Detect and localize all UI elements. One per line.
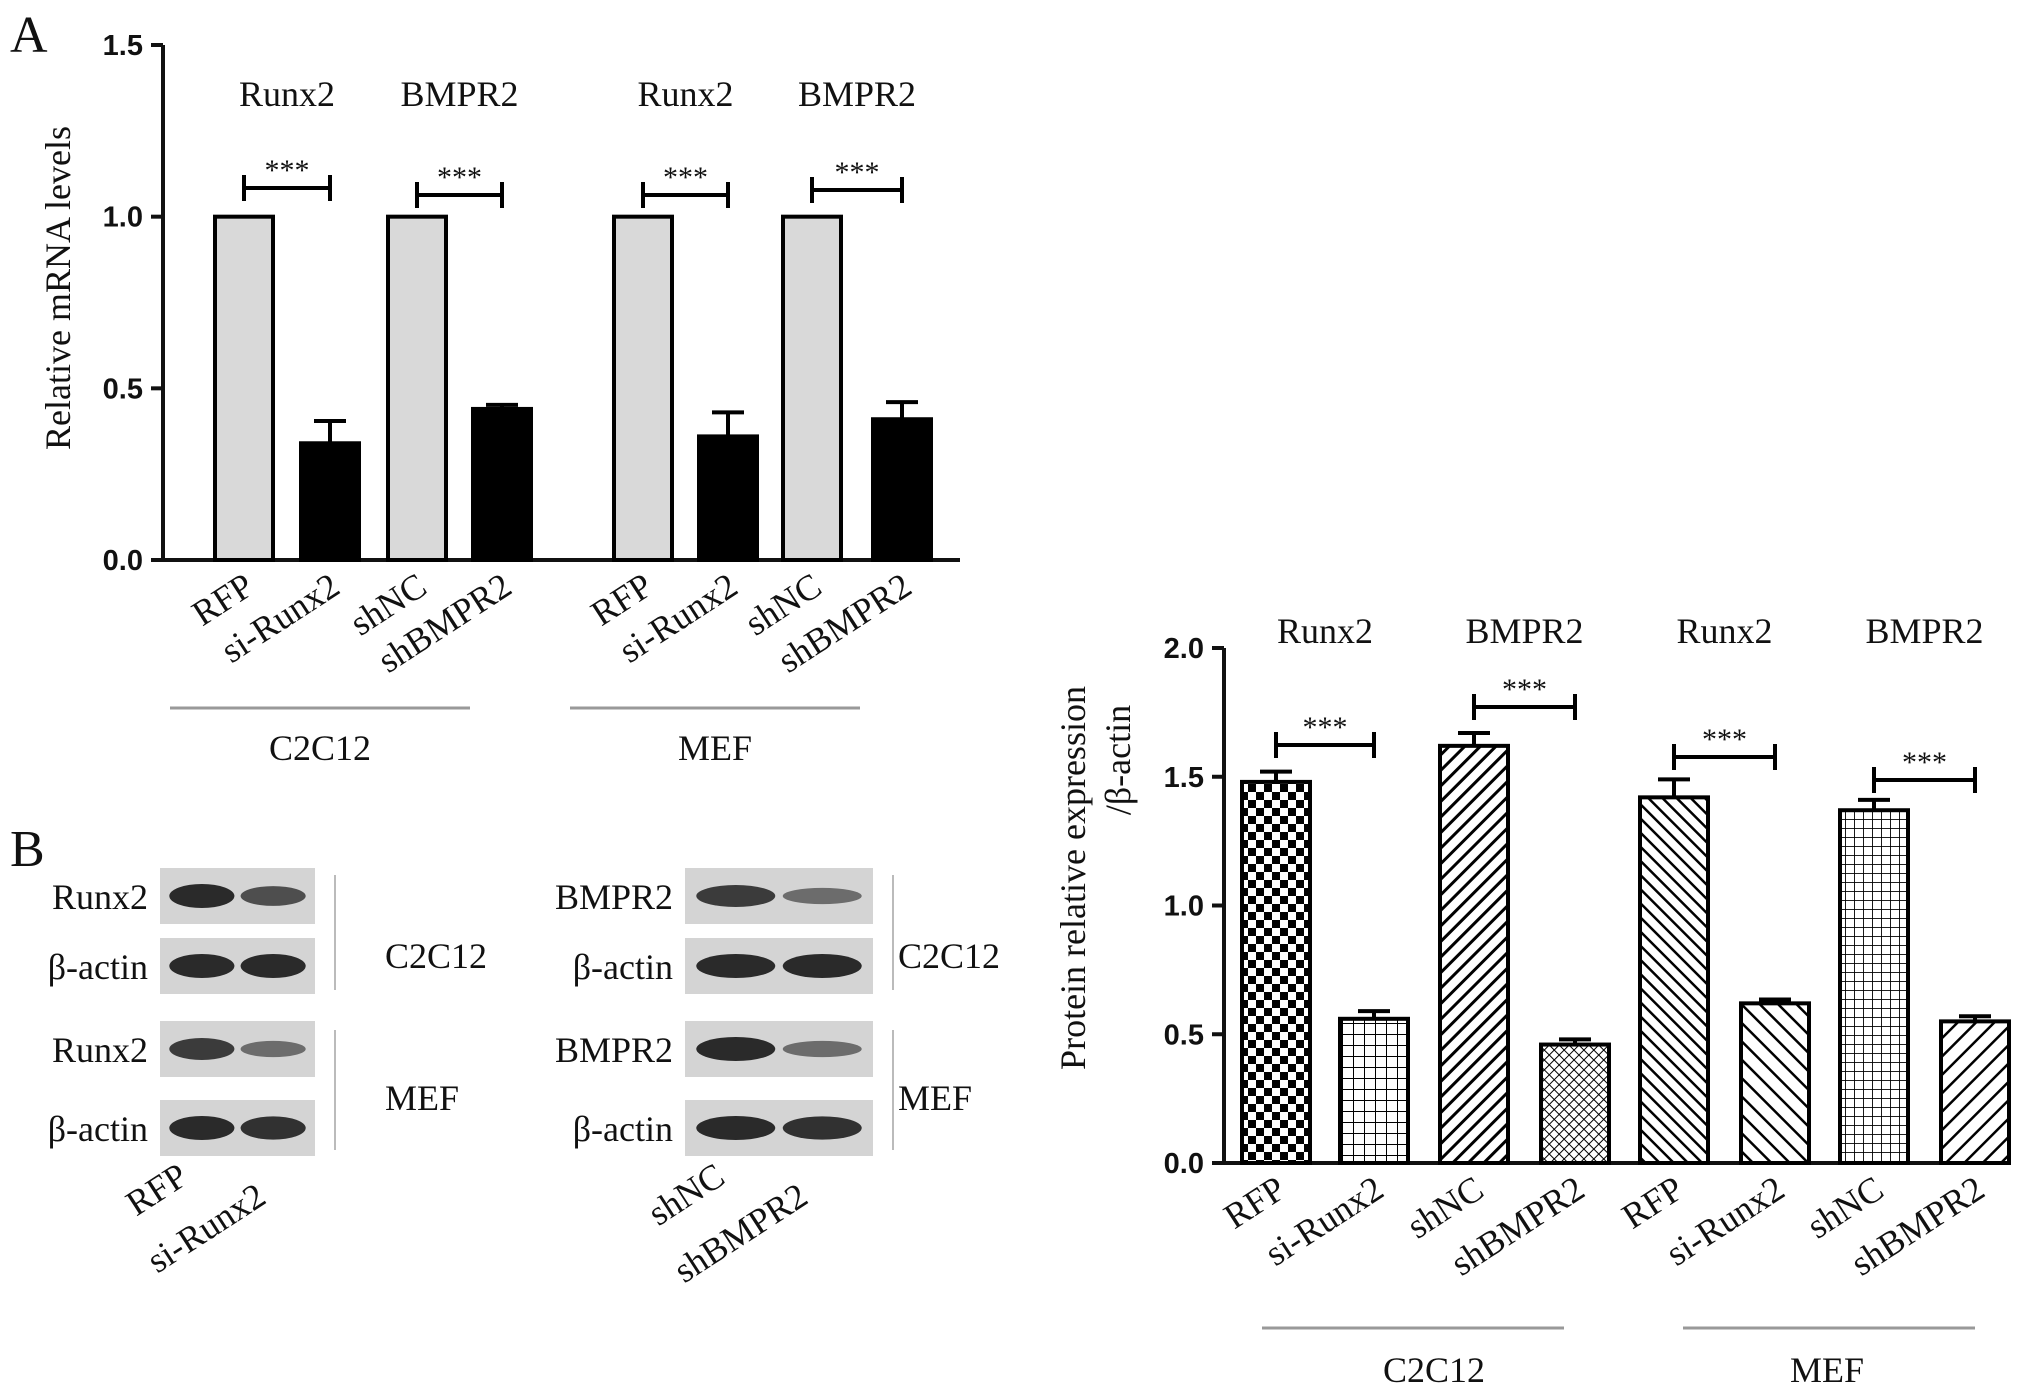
protein-bar xyxy=(1638,795,1710,1165)
mrna-group-label-c2c12: C2C12 xyxy=(269,728,371,768)
mrna-bar xyxy=(781,214,843,563)
blot-right-row-label: BMPR2 xyxy=(555,877,673,917)
mrna-significance-stars: *** xyxy=(835,156,880,189)
blot-right-cell-label: MEF xyxy=(898,1078,972,1118)
mrna-significance-stars: *** xyxy=(265,154,310,187)
blot-right-band xyxy=(782,954,862,978)
protein-bar xyxy=(1539,1042,1611,1166)
blot-left-row-label: Runx2 xyxy=(52,1030,148,1070)
protein-significance-stars: *** xyxy=(1702,723,1747,756)
mrna-gene-label: BMPR2 xyxy=(798,74,916,114)
mrna-y-tick-label: 1.0 xyxy=(103,202,143,234)
blot-left-row-label: β-actin xyxy=(48,947,148,987)
protein-gene-label: BMPR2 xyxy=(1865,611,1983,651)
panel-label-b: B xyxy=(10,821,45,878)
mrna-significance-stars: *** xyxy=(437,161,482,194)
blot-left-band xyxy=(169,1038,235,1060)
protein-gene-label: Runx2 xyxy=(1676,611,1772,651)
blot-left-band xyxy=(240,886,306,906)
mrna-gene-label: BMPR2 xyxy=(400,74,518,114)
protein-y-tick-label: 1.0 xyxy=(1164,891,1204,923)
blot-right-row-label: β-actin xyxy=(573,947,673,987)
mrna-y-tick-label: 1.5 xyxy=(103,30,143,62)
western-blot-panel: Runx2β-actinRunx2β-actinC2C12MEFRFPsi-Ru… xyxy=(48,868,1000,1290)
blot-left-band xyxy=(169,884,235,908)
blot-right-cell-label: C2C12 xyxy=(898,936,1000,976)
mrna-bar-chart: Relative mRNA levels C2C12 MEF 0.0 0.5 1.0… xyxy=(38,30,960,768)
protein-bar xyxy=(1338,1016,1410,1165)
blot-left-band xyxy=(240,1116,306,1140)
blot-right-band xyxy=(782,887,862,905)
blot-left-row-label: β-actin xyxy=(48,1109,148,1149)
protein-bar xyxy=(1240,779,1312,1166)
protein-gene-label: BMPR2 xyxy=(1465,611,1583,651)
protein-bar-chart: Protein relative expression /β-actin C2C… xyxy=(1053,611,2011,1390)
mrna-bar xyxy=(612,214,674,563)
protein-group-label-mef: MEF xyxy=(1790,1350,1864,1390)
mrna-gene-label: Runx2 xyxy=(637,74,733,114)
protein-gene-label: Runx2 xyxy=(1277,611,1373,651)
blot-right-band xyxy=(696,1037,776,1061)
mrna-bar xyxy=(697,434,759,562)
blot-right-row-label: β-actin xyxy=(573,1109,673,1149)
mrna-y-axis-label: Relative mRNA levels xyxy=(38,126,78,450)
panel-label-a: A xyxy=(10,7,48,64)
blot-left-band xyxy=(169,1116,235,1140)
blot-right-band xyxy=(696,954,776,978)
mrna-group-label-mef: MEF xyxy=(678,728,752,768)
mrna-bar xyxy=(471,406,533,562)
protein-significance-stars: *** xyxy=(1303,711,1348,744)
blot-left-row-label: Runx2 xyxy=(52,877,148,917)
blot-left-band xyxy=(240,1040,306,1058)
mrna-gene-label: Runx2 xyxy=(239,74,335,114)
blot-left-cell-label: C2C12 xyxy=(385,936,487,976)
protein-bar xyxy=(1438,743,1510,1165)
blot-left-cell-label: MEF xyxy=(385,1078,459,1118)
mrna-bar xyxy=(386,214,448,563)
mrna-bar xyxy=(213,214,275,563)
mrna-y-tick-label: 0.0 xyxy=(103,545,143,577)
blot-right-band xyxy=(696,885,776,907)
blot-right-row-label: BMPR2 xyxy=(555,1030,673,1070)
blot-left-band xyxy=(240,954,306,978)
protein-y-tick-label: 1.5 xyxy=(1164,762,1204,794)
blot-right-band xyxy=(782,1116,862,1140)
protein-bar xyxy=(1939,1019,2011,1165)
protein-y-tick-label: 2.0 xyxy=(1164,633,1204,665)
protein-y-axis-label-line1: Protein relative expression xyxy=(1053,686,1093,1070)
mrna-significance-stars: *** xyxy=(663,161,708,194)
protein-y-tick-label: 0.0 xyxy=(1164,1148,1204,1180)
protein-bar xyxy=(1739,1001,1811,1165)
blot-left-band xyxy=(169,954,235,978)
blot-right-lane-label: shNC xyxy=(641,1155,732,1233)
blot-right-band xyxy=(696,1116,776,1140)
mrna-bar xyxy=(871,417,933,562)
blot-left-lane-label: RFP xyxy=(119,1155,195,1223)
protein-y-tick-label: 0.5 xyxy=(1164,1019,1204,1051)
protein-bar xyxy=(1838,808,1910,1165)
protein-significance-stars: *** xyxy=(1502,673,1547,706)
blot-right-band xyxy=(782,1040,862,1058)
protein-group-label-c2c12: C2C12 xyxy=(1383,1350,1485,1390)
mrna-y-tick-label: 0.5 xyxy=(103,373,143,405)
protein-y-axis-label-line2: /β-actin xyxy=(1098,705,1138,815)
mrna-bar xyxy=(299,441,361,562)
protein-significance-stars: *** xyxy=(1902,746,1947,779)
